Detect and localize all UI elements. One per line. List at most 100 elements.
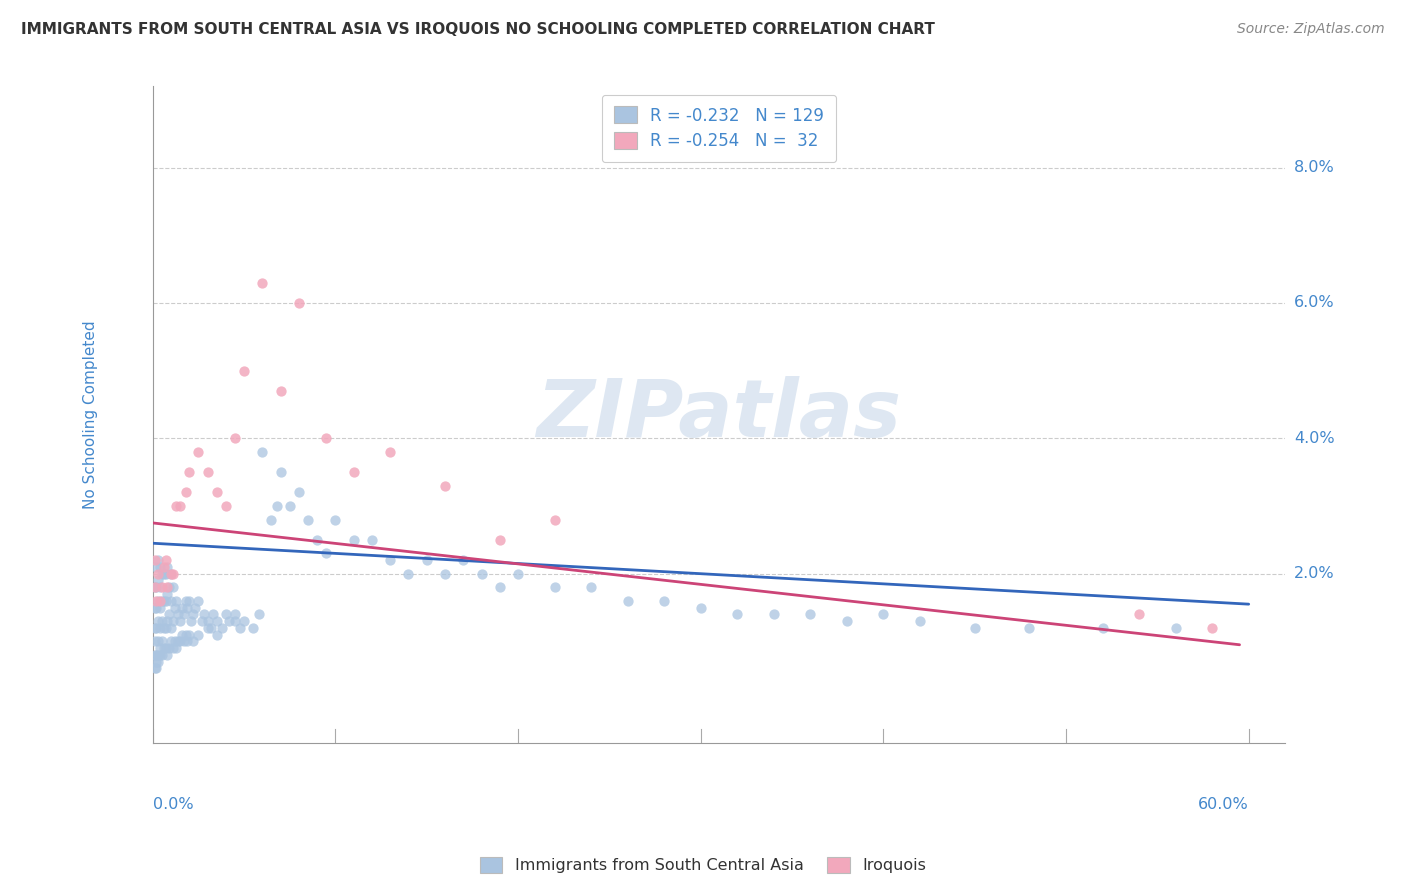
Point [155,641,177,656]
Point [157,607,180,622]
Point [247,607,270,622]
Point [197,465,219,479]
Point [145,655,167,669]
Legend: R = -0.232   N = 129, R = -0.254   N =  32: R = -0.232 N = 129, R = -0.254 N = 32 [602,95,837,161]
Point [145,594,167,608]
Point [152,594,174,608]
Point [162,566,184,581]
Point [179,465,201,479]
Point [149,648,172,662]
Point [543,512,565,526]
Point [145,661,167,675]
Point [193,607,215,622]
Point [163,600,186,615]
Point [149,594,172,608]
Point [762,607,785,622]
Point [149,621,172,635]
Point [145,648,167,662]
Point [174,627,197,641]
Point [143,648,166,662]
Point [145,621,167,635]
Point [156,648,179,662]
Point [278,499,301,513]
Point [173,607,195,622]
Point [179,627,201,641]
Point [184,600,207,615]
Point [160,566,183,581]
Point [148,648,170,662]
Point [150,594,173,608]
Point [1091,621,1114,635]
Point [181,634,204,648]
Text: 4.0%: 4.0% [1295,431,1334,446]
Point [152,566,174,581]
Point [201,607,224,622]
Point [579,580,602,594]
Point [433,566,456,581]
Point [155,566,177,581]
Point [166,594,188,608]
Point [143,580,166,594]
Text: 6.0%: 6.0% [1295,295,1334,310]
Point [145,600,167,615]
Point [215,607,238,622]
Point [233,614,256,628]
Point [380,553,402,567]
Point [148,574,170,588]
Point [451,553,474,567]
Point [1164,621,1187,635]
Point [224,614,246,628]
Point [145,560,167,574]
Point [174,485,197,500]
Point [1201,621,1223,635]
Point [297,512,319,526]
Point [170,627,193,641]
Point [149,560,172,574]
Point [148,614,170,628]
Point [270,384,292,398]
Point [157,641,180,656]
Point [187,445,209,459]
Point [148,566,170,581]
Text: 8.0%: 8.0% [1295,160,1336,175]
Point [835,614,858,628]
Point [143,580,166,594]
Text: Source: ZipAtlas.com: Source: ZipAtlas.com [1237,22,1385,37]
Point [150,566,173,581]
Point [652,594,675,608]
Point [145,580,167,594]
Point [307,533,329,547]
Point [148,594,170,608]
Point [150,648,173,662]
Point [148,655,170,669]
Point [799,607,821,622]
Point [152,641,174,656]
Point [157,580,180,594]
Point [218,614,240,628]
Point [205,627,228,641]
Point [380,445,402,459]
Point [233,364,256,378]
Point [288,296,311,310]
Point [191,614,214,628]
Point [205,485,228,500]
Point [167,607,190,622]
Point [1128,607,1150,622]
Text: 60.0%: 60.0% [1198,797,1249,812]
Point [152,621,174,635]
Point [162,641,184,656]
Point [1018,621,1040,635]
Point [872,607,894,622]
Point [143,600,166,615]
Point [160,594,183,608]
Point [266,499,288,513]
Point [156,560,179,574]
Point [270,465,292,479]
Point [149,641,172,656]
Text: ZIPatlas: ZIPatlas [537,376,901,454]
Point [143,621,166,635]
Point [150,634,173,648]
Point [908,614,931,628]
Point [169,634,191,648]
Point [148,553,170,567]
